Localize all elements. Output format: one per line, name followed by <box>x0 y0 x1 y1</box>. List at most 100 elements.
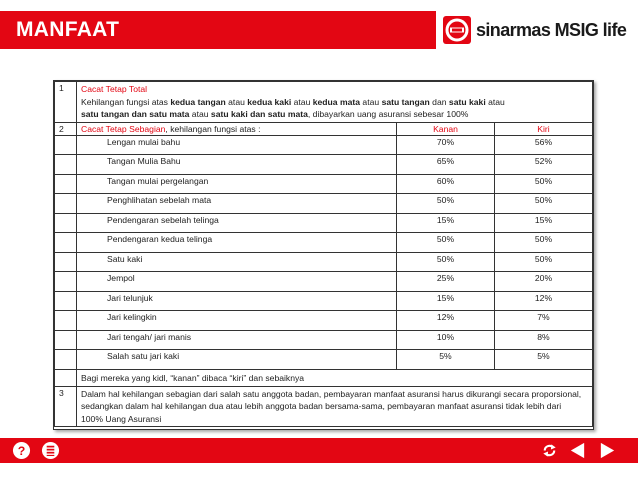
item-label: Jari kelingkin <box>76 310 397 331</box>
value-kanan: 60% <box>396 173 495 194</box>
item-label: Pendengaran sebelah telinga <box>76 212 397 233</box>
text-part: dan <box>429 96 449 107</box>
footer-bar: ? <box>0 438 638 463</box>
value-kiri: 50% <box>494 173 593 194</box>
table-row: Pendengaran sebelah telinga 15% 15% <box>54 212 593 233</box>
text-part: atau <box>189 109 211 119</box>
svg-text:?: ? <box>18 444 26 458</box>
benefit-table: 1 Cacat Tetap Total Kehilangan fungsi at… <box>54 81 593 427</box>
item-label: Jari tengah/ jari manis <box>76 329 397 350</box>
section-number: 2 <box>54 121 77 135</box>
value-kanan: 10% <box>396 329 495 350</box>
value-kiri: 20% <box>494 271 593 292</box>
value-kiri: 50% <box>494 232 593 253</box>
blank-cell <box>54 251 77 272</box>
text-bold: satu kaki <box>448 96 486 107</box>
table-row: Lengan mulai bahu 70% 56% <box>54 134 593 155</box>
table-row: Satu kaki 50% 50% <box>54 251 593 272</box>
section-1-content: Cacat Tetap Total Kehilangan fungsi atas… <box>76 81 593 123</box>
logo-text: sinarmas MSIG life <box>476 19 627 40</box>
blank-cell <box>54 134 77 155</box>
text-part: atau <box>291 96 313 107</box>
item-label: Tangan mulai pergelangan <box>76 173 397 194</box>
table-row: Jari kelingkin 12% 7% <box>54 310 593 331</box>
section-2-title: Cacat Tetap Sebagian <box>81 123 166 134</box>
section-number: 3 <box>54 385 77 427</box>
section-2-note: Bagi mereka yang kidl, “kanan” dibaca “k… <box>76 368 593 387</box>
value-kanan: 15% <box>396 212 495 233</box>
value-kanan: 50% <box>396 232 495 253</box>
company-logo: sinarmas MSIG life <box>442 14 627 46</box>
section-number: 1 <box>54 81 77 123</box>
value-kanan: 50% <box>396 251 495 272</box>
blank-cell <box>54 212 77 233</box>
item-label: Penghlihatan sebelah mata <box>76 193 397 214</box>
previous-icon[interactable] <box>568 441 587 460</box>
section-2-note-row: Bagi mereka yang kidl, “kanan” dibaca “k… <box>54 368 593 387</box>
item-label: Tangan Mulia Bahu <box>76 154 397 175</box>
item-label: Jempol <box>76 271 397 292</box>
value-kiri: 52% <box>494 154 593 175</box>
text-bold: kedua mata <box>312 96 361 107</box>
value-kanan: 65% <box>396 154 495 175</box>
text-part: Kehilangan fungsi atas <box>81 96 171 107</box>
text-part: atau <box>485 96 505 107</box>
text-bold: kedua kaki <box>247 96 292 107</box>
blank-cell <box>54 290 77 311</box>
value-kiri: 7% <box>494 310 593 331</box>
value-kanan: 5% <box>396 349 495 370</box>
menu-list-icon[interactable] <box>41 441 60 460</box>
value-kiri: 8% <box>494 329 593 350</box>
value-kanan: 70% <box>396 134 495 155</box>
value-kiri: 5% <box>494 349 593 370</box>
table-row: Penghlihatan sebelah mata 50% 50% <box>54 193 593 214</box>
table-row: Salah satu jari kaki 5% 5% <box>54 349 593 370</box>
section-2-title-suffix: , kehilangan fungsi atas : <box>165 123 261 134</box>
blank-cell <box>54 329 77 350</box>
text-bold: kedua tangan <box>170 96 226 107</box>
blank-cell <box>54 310 77 331</box>
section-3-text: Dalam hal kehilangan sebagian dari salah… <box>76 385 593 427</box>
value-kiri: 56% <box>494 134 593 155</box>
value-kiri: 12% <box>494 290 593 311</box>
table-row: Jari tengah/ jari manis 10% 8% <box>54 329 593 350</box>
section-3-row: 3 Dalam hal kehilangan sebagian dari sal… <box>54 385 593 427</box>
text-bold: satu kaki dan satu mata <box>210 109 308 119</box>
blank-cell <box>54 232 77 253</box>
replay-icon[interactable] <box>540 441 559 460</box>
blank-cell <box>54 271 77 292</box>
section-1-row: 1 Cacat Tetap Total Kehilangan fungsi at… <box>54 81 593 123</box>
text-part: , dibayarkan uang asuransi sebesar 100% <box>307 109 469 119</box>
value-kiri: 50% <box>494 251 593 272</box>
section-2-header-row: 2 Cacat Tetap Sebagian, kehilangan fungs… <box>54 121 593 136</box>
item-label: Salah satu jari kaki <box>76 349 397 370</box>
section-1-line-2: satu tangan dan satu mata atau satu kaki… <box>81 108 588 121</box>
column-header-kiri: Kiri <box>494 121 593 136</box>
text-bold: satu tangan dan satu mata <box>81 109 190 119</box>
header-bar: MANFAAT <box>0 11 436 49</box>
value-kiri: 15% <box>494 212 593 233</box>
blank-cell <box>54 369 77 387</box>
value-kiri: 50% <box>494 193 593 214</box>
benefit-table-frame: 1 Cacat Tetap Total Kehilangan fungsi at… <box>53 80 594 430</box>
section-1-title: Cacat Tetap Total <box>81 84 148 94</box>
table-row: Tangan mulai pergelangan 60% 50% <box>54 173 593 194</box>
page-title: MANFAAT <box>16 18 120 41</box>
item-label: Satu kaki <box>76 251 397 272</box>
item-label: Pendengaran kedua telinga <box>76 232 397 253</box>
column-header-kanan: Kanan <box>396 121 495 136</box>
help-icon[interactable]: ? <box>12 441 31 460</box>
blank-cell <box>54 349 77 370</box>
text-bold: satu tangan <box>381 96 430 107</box>
table-row: Pendengaran kedua telinga 50% 50% <box>54 232 593 253</box>
next-icon[interactable] <box>598 441 617 460</box>
item-label: Jari telunjuk <box>76 290 397 311</box>
table-row: Tangan Mulia Bahu 65% 52% <box>54 154 593 175</box>
section-1-line-1: Kehilangan fungsi atas kedua tangan atau… <box>81 96 588 109</box>
section-2-title-cell: Cacat Tetap Sebagian, kehilangan fungsi … <box>76 121 397 136</box>
value-kanan: 25% <box>396 271 495 292</box>
blank-cell <box>54 193 77 214</box>
item-label: Lengan mulai bahu <box>76 134 397 155</box>
blank-cell <box>54 173 77 194</box>
value-kanan: 15% <box>396 290 495 311</box>
